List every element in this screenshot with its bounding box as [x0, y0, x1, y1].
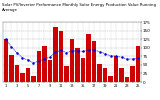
Bar [130, 66, 135, 82]
Bar [92, 41, 96, 82]
Bar [114, 56, 118, 82]
Bar [26, 68, 30, 82]
Bar [86, 34, 91, 82]
Bar [81, 58, 85, 82]
Bar [136, 46, 140, 82]
Bar [53, 27, 58, 82]
Bar [119, 68, 124, 82]
Bar [70, 39, 74, 82]
Bar [59, 31, 63, 82]
Bar [9, 55, 14, 82]
Text: Solar PV/Inverter Performance Monthly Solar Energy Production Value Running Aver: Solar PV/Inverter Performance Monthly So… [2, 3, 156, 12]
Bar [108, 76, 113, 82]
Bar [15, 65, 19, 82]
Bar [42, 46, 47, 82]
Bar [4, 39, 8, 82]
Bar [37, 51, 41, 82]
Bar [48, 60, 52, 82]
Bar [31, 76, 36, 82]
Bar [64, 66, 69, 82]
Bar [97, 64, 102, 82]
Bar [125, 77, 129, 82]
Bar [75, 48, 80, 82]
Bar [103, 68, 107, 82]
Bar [20, 73, 25, 82]
